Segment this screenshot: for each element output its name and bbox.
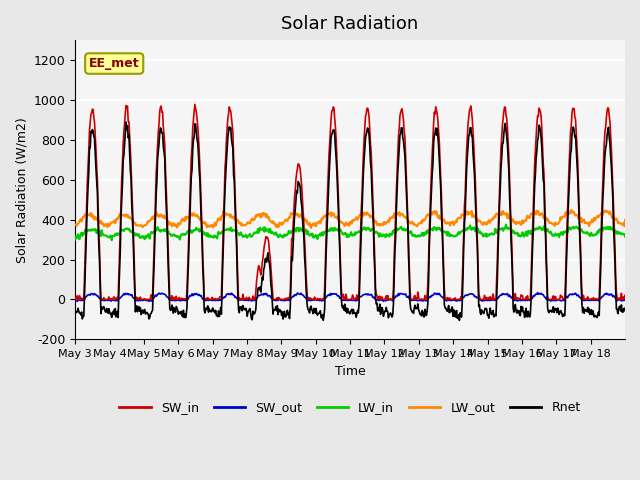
Text: EE_met: EE_met <box>89 57 140 70</box>
Title: Solar Radiation: Solar Radiation <box>282 15 419 33</box>
Y-axis label: Solar Radiation (W/m2): Solar Radiation (W/m2) <box>15 117 28 263</box>
Legend: SW_in, SW_out, LW_in, LW_out, Rnet: SW_in, SW_out, LW_in, LW_out, Rnet <box>115 396 586 420</box>
X-axis label: Time: Time <box>335 365 365 378</box>
